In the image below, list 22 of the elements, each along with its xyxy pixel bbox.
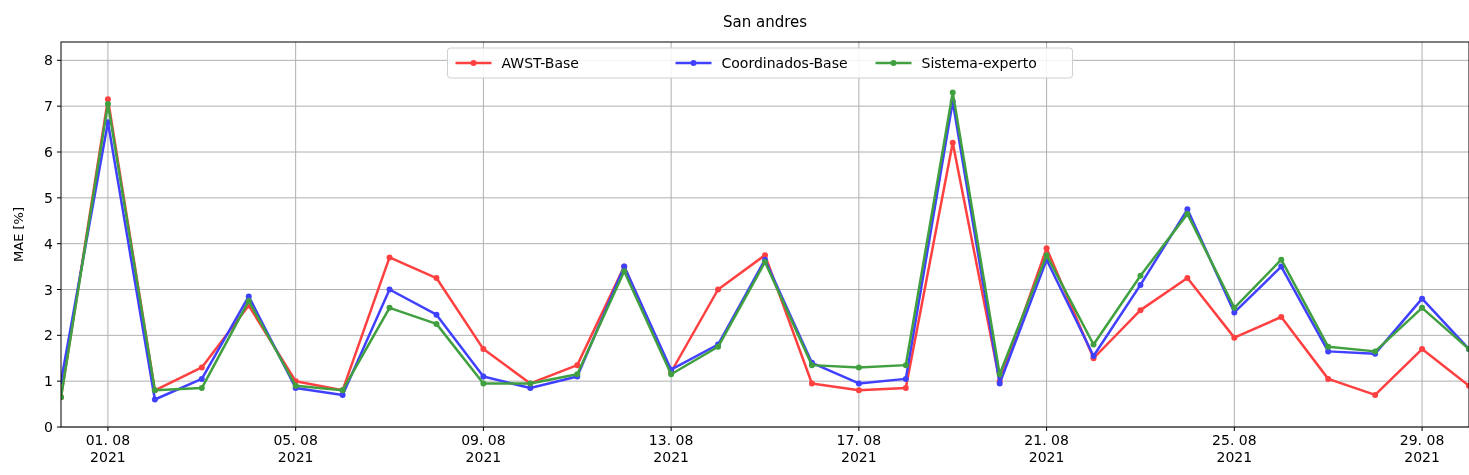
y-tick-label: 7 [44, 98, 53, 115]
y-tick-label: 4 [44, 235, 54, 252]
x-tick-label: 21. 08 2021 [1024, 432, 1069, 465]
x-tick-label: 09. 08 2021 [461, 432, 506, 465]
y-tick-label: 6 [44, 144, 54, 160]
x-tick-label: 01. 08 2021 [85, 432, 131, 465]
x-tick-label: 17. 08 2021 [836, 432, 882, 465]
y-tick-label: 2 [44, 327, 53, 344]
legend-label: Sistema-experto [921, 55, 1037, 71]
legend-label: Coordinados-Base [721, 55, 848, 71]
y-tick-label: 3 [44, 281, 53, 298]
x-tick-label: 25. 08 2021 [1212, 432, 1257, 465]
y-tick-label: 8 [44, 52, 53, 69]
y-tick-label: 0 [44, 419, 53, 435]
y-axis-title: MAE [%] [11, 207, 26, 262]
chart-title: San andres [722, 13, 808, 31]
x-tick-label: 13. 08 2021 [648, 432, 694, 465]
y-tick-label: 1 [44, 373, 53, 390]
x-tick-label: 05. 08 2021 [273, 432, 318, 465]
x-tick-label: 29. 08 2021 [1399, 432, 1445, 465]
y-tick-label: 5 [44, 189, 53, 206]
legend-label: AWST-Base [501, 55, 579, 71]
